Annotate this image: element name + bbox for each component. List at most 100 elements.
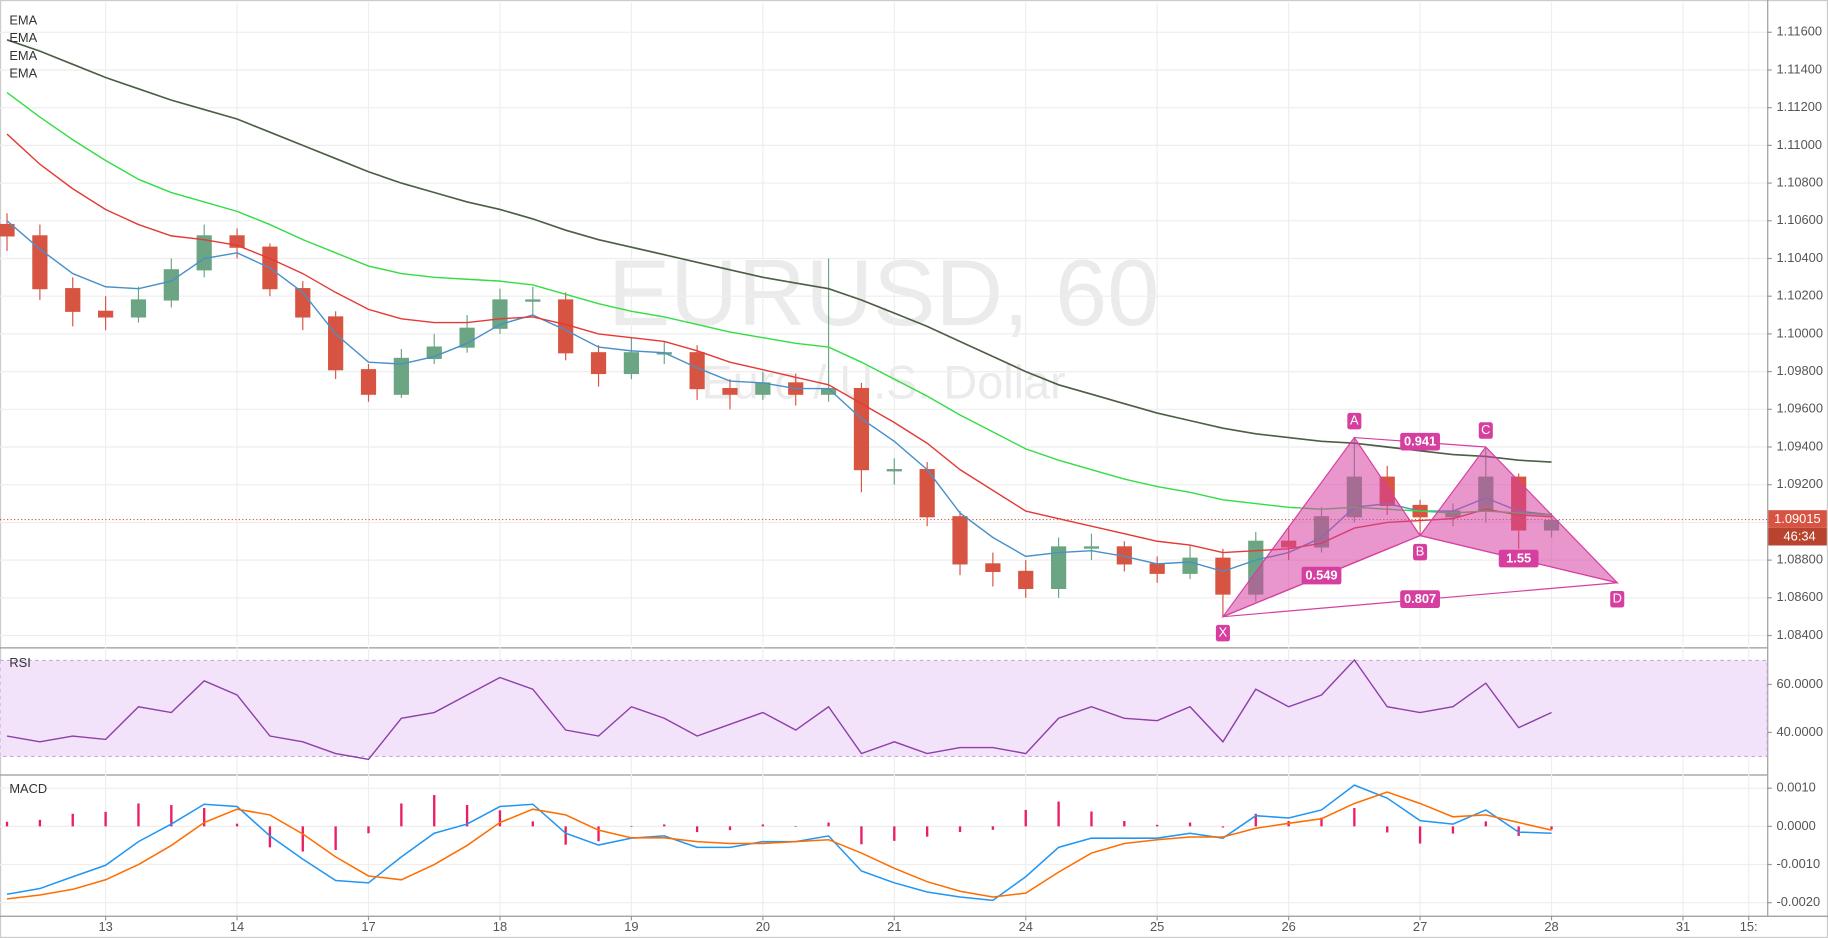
candle-body <box>32 235 48 290</box>
histogram-bar <box>301 826 304 852</box>
legend-entry: EMA <box>9 48 37 63</box>
candle-body <box>1018 570 1034 589</box>
point-box <box>1347 412 1362 430</box>
histogram-bar <box>531 821 534 827</box>
histogram-bar <box>1254 813 1257 827</box>
y-tick-label: 40.0000 <box>1777 724 1823 739</box>
candle-body <box>853 387 870 471</box>
candle-body <box>98 310 114 318</box>
pane-title: MACD <box>9 781 47 796</box>
y-tick-label: 1.10000 <box>1777 325 1823 340</box>
ratio-box <box>1301 566 1342 585</box>
y-tick-label: 0.0000 <box>1777 818 1816 833</box>
legend-entry: EMA <box>9 13 37 28</box>
y-tick-label: 1.11200 <box>1777 99 1823 114</box>
ratio-label: 0.941 <box>1404 434 1436 449</box>
y-tick-label: 0.0010 <box>1777 780 1816 795</box>
x-tick-label: 26 <box>1281 919 1295 934</box>
x-tick-label: 15: <box>1740 919 1758 934</box>
histogram-bar <box>1156 824 1159 827</box>
candle-body <box>722 387 738 395</box>
series-line <box>6 39 1552 463</box>
countdown-box <box>1768 527 1827 546</box>
candle-body <box>952 516 968 565</box>
ratio-label: 0.549 <box>1305 568 1337 583</box>
ratio-box <box>1400 432 1440 451</box>
watermark-title: EURUSD, 60 <box>608 240 1159 345</box>
point-label: X <box>1219 625 1228 640</box>
y-tick-label: 1.09400 <box>1777 438 1823 453</box>
histogram-bar <box>104 811 107 827</box>
grid-layer <box>0 2 1768 916</box>
histogram-bar <box>958 826 962 833</box>
candle-body <box>525 299 541 302</box>
histogram-bar <box>498 810 502 827</box>
x-tick-label: 14 <box>230 919 244 934</box>
last-price-box <box>1768 510 1827 528</box>
x-tick-label: 19 <box>624 919 638 934</box>
histogram-bar <box>268 826 272 848</box>
candle-body <box>426 346 442 359</box>
y-tick-label: -0.0020 <box>1777 894 1821 909</box>
histogram-bar <box>38 819 42 827</box>
candle-body <box>1215 557 1231 595</box>
point-label: B <box>1416 543 1425 558</box>
histogram-bar <box>433 795 436 827</box>
rsi-band <box>0 659 1768 758</box>
ratio-label: 0.807 <box>1404 591 1436 606</box>
candle-body <box>0 223 15 237</box>
histogram-bar <box>1188 822 1192 827</box>
candle-body <box>360 369 377 395</box>
candle-body <box>459 327 475 348</box>
candle-body <box>1050 546 1067 589</box>
ratio-box <box>1498 549 1539 568</box>
point-label: C <box>1481 422 1490 437</box>
candle-body <box>590 352 607 375</box>
y-tick-label: 1.10200 <box>1777 288 1823 303</box>
candle-body <box>393 357 409 395</box>
histogram-bar <box>728 826 732 831</box>
histogram-bar <box>1386 826 1389 833</box>
y-tick-label: 1.10800 <box>1777 174 1823 189</box>
pane-title: RSI <box>9 655 30 670</box>
point-label: D <box>1613 591 1622 606</box>
histogram-bar <box>1057 801 1060 827</box>
histogram-bar <box>5 821 9 827</box>
histogram-bar <box>367 826 370 834</box>
y-tick-label: 1.08400 <box>1777 627 1823 642</box>
histogram-bar <box>400 803 403 827</box>
x-tick-label: 18 <box>493 919 507 934</box>
histogram-bar <box>1353 808 1356 827</box>
x-tick-label: 24 <box>1019 919 1033 934</box>
histogram-bar <box>860 826 863 845</box>
histogram-bar <box>663 824 666 827</box>
x-tick-label: 17 <box>361 919 375 934</box>
histogram-bar <box>1090 811 1093 827</box>
y-tick-label: 1.08800 <box>1777 551 1823 566</box>
candle-body <box>623 352 640 375</box>
candle-body <box>985 563 1001 573</box>
y-tick-label: 1.09600 <box>1777 401 1823 416</box>
histogram-bar <box>794 826 797 827</box>
x-tick-label: 20 <box>756 919 770 934</box>
candle-body <box>1149 563 1165 574</box>
histogram-bar <box>203 808 206 827</box>
point-box <box>1215 624 1230 642</box>
countdown-label: 46:34 <box>1784 529 1816 544</box>
candle-body <box>1083 546 1100 549</box>
point-box <box>1478 422 1493 439</box>
histogram-bar <box>1550 826 1553 830</box>
histogram-bar <box>761 824 765 827</box>
histogram-bar <box>827 822 830 827</box>
candle-body <box>229 235 245 248</box>
y-tick-label: 1.09200 <box>1777 476 1823 491</box>
histogram-bar <box>334 826 337 851</box>
histogram-bar <box>170 804 173 827</box>
candle-body <box>130 299 147 318</box>
candle-body <box>492 299 508 329</box>
candle-body <box>295 288 311 318</box>
histogram-bar <box>71 813 74 827</box>
histogram-bar <box>1517 826 1520 836</box>
histogram-bar <box>1024 809 1027 827</box>
